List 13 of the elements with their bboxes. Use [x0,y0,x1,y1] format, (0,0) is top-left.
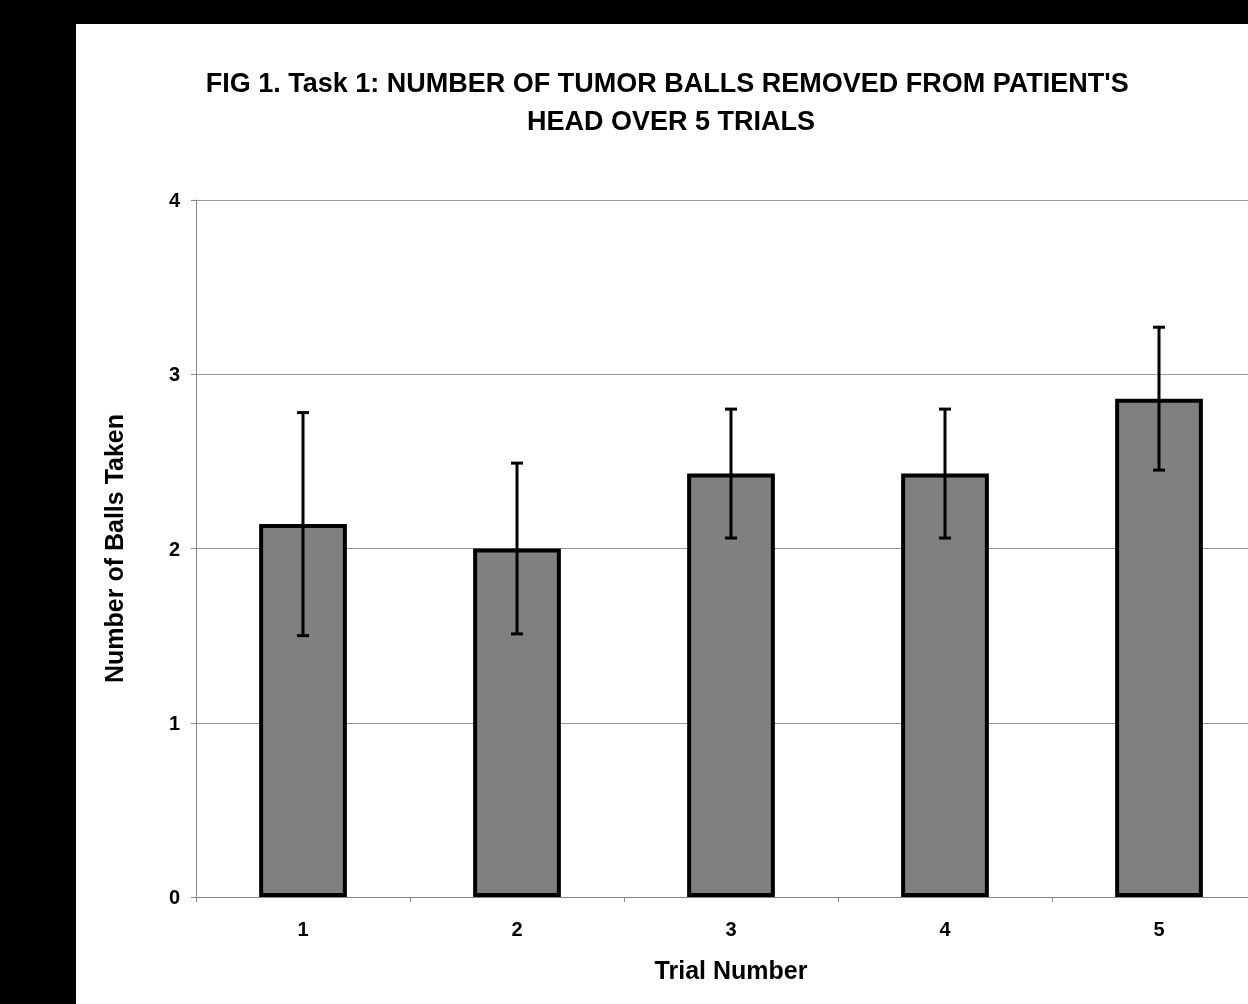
y-tick-label: 3 [168,363,180,386]
y-tick-label: 4 [168,189,181,211]
x-tick-label: 2 [511,918,523,940]
chart-title: FIG 1. Task 1: NUMBER OF TUMOR BALLS REMOVED FROM PATIENT'S HEAD OVER 5 TRIALS [205,68,1137,136]
x-tick-label: 3 [725,918,737,940]
y-tick-label: 2 [168,537,180,560]
x-tick-label: 5 [1153,918,1165,940]
x-tick-label: 1 [297,918,309,940]
y-tick-label: 0 [168,886,180,908]
x-axis-title: Trial Number [654,955,808,984]
y-tick-label: 1 [168,711,180,734]
y-axis-title: Number of Balls Taken [99,413,128,684]
x-tick-label: 4 [939,918,952,940]
